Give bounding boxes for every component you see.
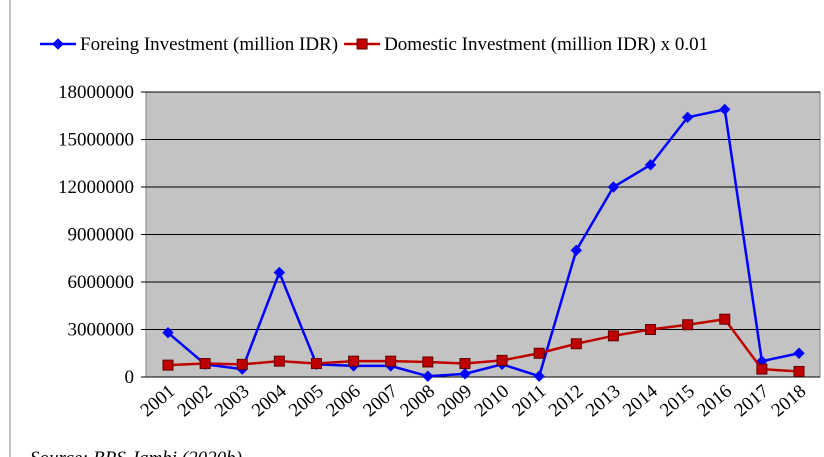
x-tick-label: 2015 [656,381,699,422]
series-line [167,107,800,378]
marker [570,244,583,257]
marker [236,358,248,370]
marker [644,159,657,171]
x-tick-label: 2011 [508,381,550,421]
marker [459,368,471,380]
marker [422,370,434,382]
marker [459,358,471,370]
x-tick-label: 2004 [248,380,291,421]
x-tick-label: 2012 [545,381,588,422]
marker [273,266,286,279]
marker [682,319,694,331]
marker [793,365,805,377]
marker [533,370,545,382]
marker [793,347,805,359]
y-tick-label: 6000000 [68,272,135,293]
legend-label: Foreing Investment (million IDR) [80,34,338,55]
source-note: Source: BPS Jambi (2020b) [30,448,242,457]
x-tick-label: 2009 [434,381,477,422]
marker [385,355,397,367]
legend-marker [52,38,64,50]
marker [162,359,174,371]
y-tick-label: 0 [125,367,135,388]
marker [756,363,768,375]
marker [570,338,582,350]
marker [681,111,694,124]
x-tick-label: 2002 [174,381,217,422]
marker [162,326,174,339]
series-line [167,317,800,373]
x-tick-label: 2006 [322,381,365,422]
legend-marker [356,38,368,50]
marker [645,324,657,335]
x-tick-label: 2001 [137,381,180,422]
y-tick-label: 12000000 [58,177,134,198]
x-tick-label: 2014 [619,380,662,421]
marker [533,347,545,359]
marker [719,313,731,325]
y-tick-label: 15000000 [58,130,134,151]
x-tick-label: 2010 [471,381,514,422]
marker [719,103,731,116]
legend-label: Domestic Investment (million IDR) x 0.01 [384,34,708,55]
x-tick-label: 2013 [582,381,625,422]
x-tick-label: 2008 [396,381,439,422]
marker [422,356,434,368]
y-tick-label: 3000000 [68,320,135,341]
marker [273,355,285,367]
x-tick-label: 2016 [693,381,736,422]
marker [607,181,620,193]
x-tick-label: 2005 [285,381,328,422]
marker [348,355,360,367]
marker [310,358,322,370]
x-tick-label: 2003 [211,381,254,422]
marker [607,330,619,342]
marker [496,354,508,366]
y-tick-label: 18000000 [58,82,134,103]
marker [199,358,211,370]
x-tick-label: 2018 [768,381,811,422]
x-tick-label: 2017 [730,381,773,422]
y-tick-label: 9000000 [68,225,135,246]
x-tick-label: 2007 [359,381,402,422]
